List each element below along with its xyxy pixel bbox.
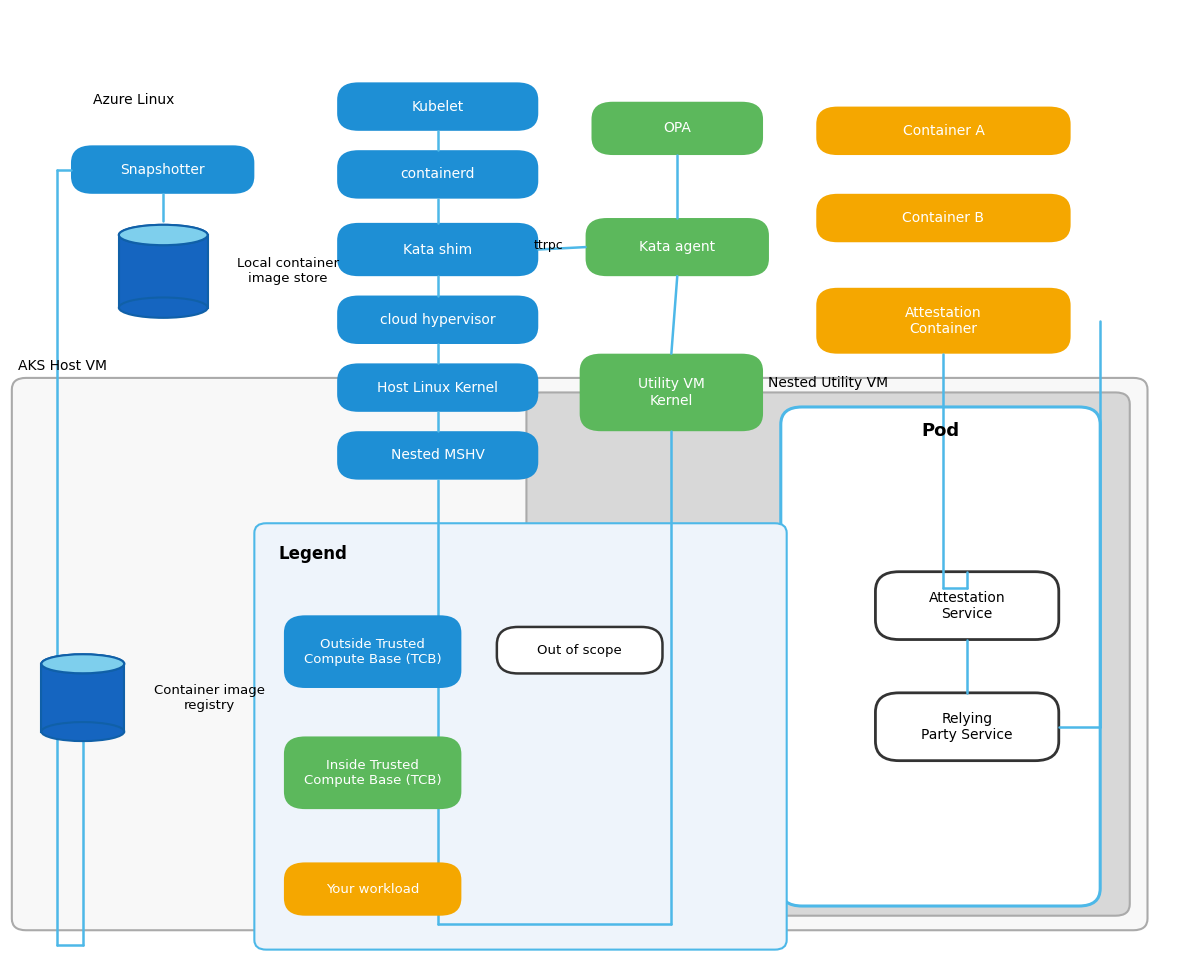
Ellipse shape [41, 654, 124, 673]
Text: Relying
Party Service: Relying Party Service [922, 711, 1013, 742]
Text: Legend: Legend [278, 545, 347, 563]
FancyBboxPatch shape [816, 194, 1071, 242]
Text: OPA: OPA [664, 121, 691, 136]
FancyBboxPatch shape [284, 736, 461, 809]
FancyBboxPatch shape [816, 107, 1071, 155]
Ellipse shape [118, 225, 208, 245]
Text: Container B: Container B [903, 211, 984, 225]
FancyBboxPatch shape [526, 392, 1130, 916]
FancyBboxPatch shape [337, 223, 538, 276]
Text: Utility VM
Kernel: Utility VM Kernel [638, 377, 705, 408]
FancyBboxPatch shape [337, 82, 538, 131]
Text: Nested MSHV: Nested MSHV [390, 449, 485, 462]
Ellipse shape [118, 225, 208, 245]
Bar [41, 664, 124, 732]
FancyBboxPatch shape [592, 102, 763, 155]
Text: ttrpc: ttrpc [534, 238, 563, 252]
Text: Azure Linux: Azure Linux [93, 93, 174, 107]
Text: Pod: Pod [922, 422, 959, 440]
Text: Inside Trusted
Compute Base (TCB): Inside Trusted Compute Base (TCB) [304, 759, 441, 787]
Ellipse shape [41, 654, 124, 673]
Text: Container image
registry: Container image registry [154, 684, 265, 711]
Text: containerd: containerd [401, 168, 474, 181]
FancyBboxPatch shape [71, 145, 254, 194]
Text: Outside Trusted
Compute Base (TCB): Outside Trusted Compute Base (TCB) [304, 638, 441, 666]
FancyBboxPatch shape [586, 218, 769, 276]
FancyBboxPatch shape [12, 378, 1148, 930]
FancyBboxPatch shape [284, 615, 461, 688]
Text: Out of scope: Out of scope [537, 643, 622, 657]
FancyBboxPatch shape [254, 523, 787, 950]
Text: Nested Utility VM: Nested Utility VM [768, 376, 888, 390]
Ellipse shape [41, 722, 124, 741]
Text: Snapshotter: Snapshotter [121, 163, 205, 176]
Text: Kata shim: Kata shim [403, 242, 472, 257]
FancyBboxPatch shape [337, 363, 538, 412]
FancyBboxPatch shape [580, 354, 763, 431]
Bar [118, 235, 207, 308]
Text: AKS Host VM: AKS Host VM [18, 359, 106, 373]
FancyBboxPatch shape [337, 150, 538, 199]
Text: Your workload: Your workload [327, 883, 419, 895]
FancyBboxPatch shape [337, 431, 538, 480]
Text: Attestation
Service: Attestation Service [929, 590, 1006, 621]
FancyBboxPatch shape [497, 627, 662, 673]
Text: Container A: Container A [903, 124, 984, 138]
FancyBboxPatch shape [284, 862, 461, 916]
Text: Host Linux Kernel: Host Linux Kernel [377, 381, 498, 394]
FancyBboxPatch shape [875, 693, 1059, 761]
Text: Kubelet: Kubelet [412, 100, 464, 113]
Text: Kata agent: Kata agent [639, 240, 716, 254]
FancyBboxPatch shape [781, 407, 1100, 906]
Text: Local container
image store: Local container image store [237, 258, 338, 285]
FancyBboxPatch shape [816, 288, 1071, 354]
FancyBboxPatch shape [337, 296, 538, 344]
Ellipse shape [118, 297, 208, 318]
Text: Attestation
Container: Attestation Container [905, 305, 982, 336]
FancyBboxPatch shape [875, 572, 1059, 640]
Text: cloud hypervisor: cloud hypervisor [380, 313, 496, 327]
